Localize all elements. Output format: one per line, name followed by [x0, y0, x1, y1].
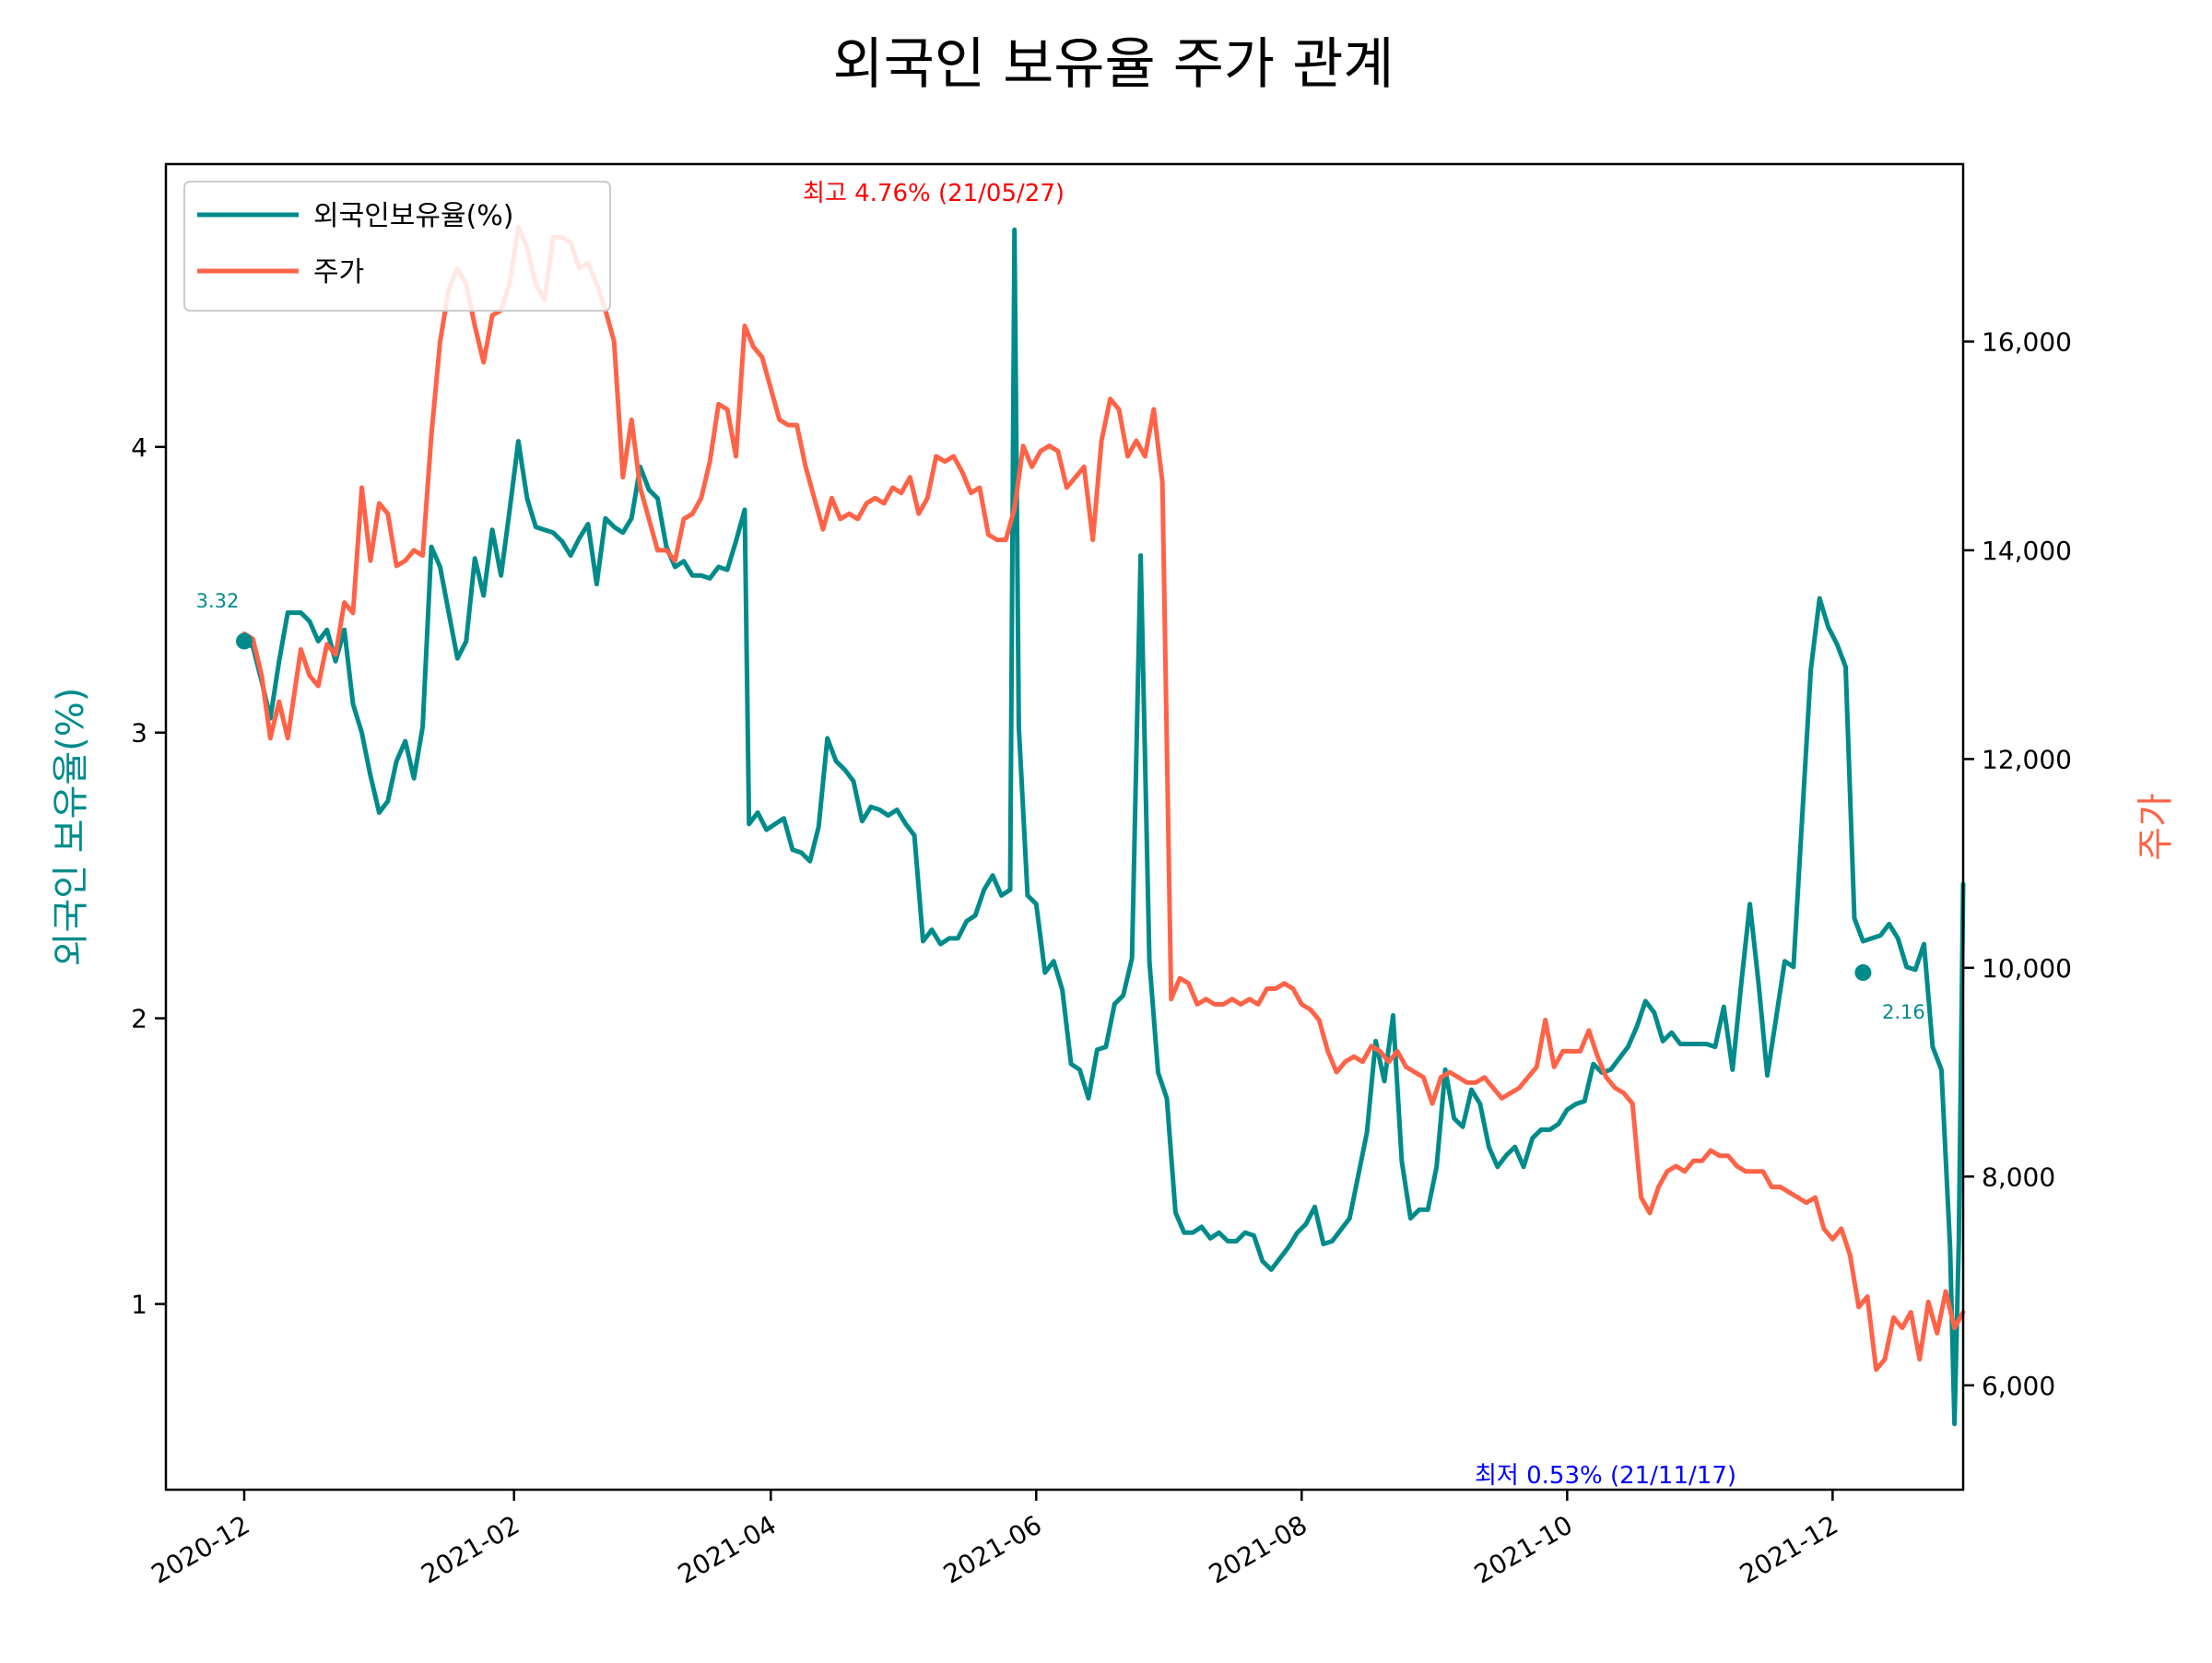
start-point-marker [235, 632, 253, 650]
end-point-marker [1854, 964, 1872, 982]
y-left-tick-label: 2 [131, 1004, 147, 1034]
y-right-tick-label: 6,000 [1982, 1371, 2055, 1401]
end-value-annotation: 2.16 [1882, 1001, 1925, 1023]
y-right-tick-label: 8,000 [1982, 1162, 2055, 1192]
plot-frame [164, 162, 1965, 1492]
start-value-annotation: 3.32 [196, 590, 240, 612]
min-annotation: 최저 0.53% (21/11/17) [1475, 1462, 1736, 1490]
legend-label-foreign-ratio: 외국인보유율(%) [313, 200, 514, 232]
y-right-tick-label: 14,000 [1982, 536, 2072, 566]
max-annotation: 최고 4.76% (21/05/27) [803, 180, 1065, 207]
y-axis-left-label: 외국인 보유율(%) [50, 688, 92, 967]
y-axis-right-label: 주가 [2135, 793, 2177, 861]
chart-title: 외국인 보유율 주가 관계 [832, 32, 1394, 97]
y-axis-left: 1 2 3 4 [131, 432, 166, 1320]
legend-label-price: 주가 [313, 256, 364, 289]
y-left-tick-label: 4 [131, 432, 147, 463]
y-axis-right: 6,000 8,000 10,000 12,000 14,000 16,000 [1963, 326, 2072, 1401]
series-line-foreign-ratio [241, 227, 1966, 1427]
y-left-tick-label: 3 [131, 718, 147, 749]
y-right-tick-label: 10,000 [1982, 953, 2072, 984]
annotation-layer: 최고 4.76% (21/05/27) 최저 0.53% (21/11/17) … [196, 180, 1925, 1490]
y-left-tick-label: 1 [131, 1290, 147, 1320]
legend: 외국인보유율(%) 주가 [183, 181, 611, 312]
y-right-tick-label: 16,000 [1982, 326, 2072, 357]
y-right-tick-label: 12,000 [1982, 744, 2072, 774]
